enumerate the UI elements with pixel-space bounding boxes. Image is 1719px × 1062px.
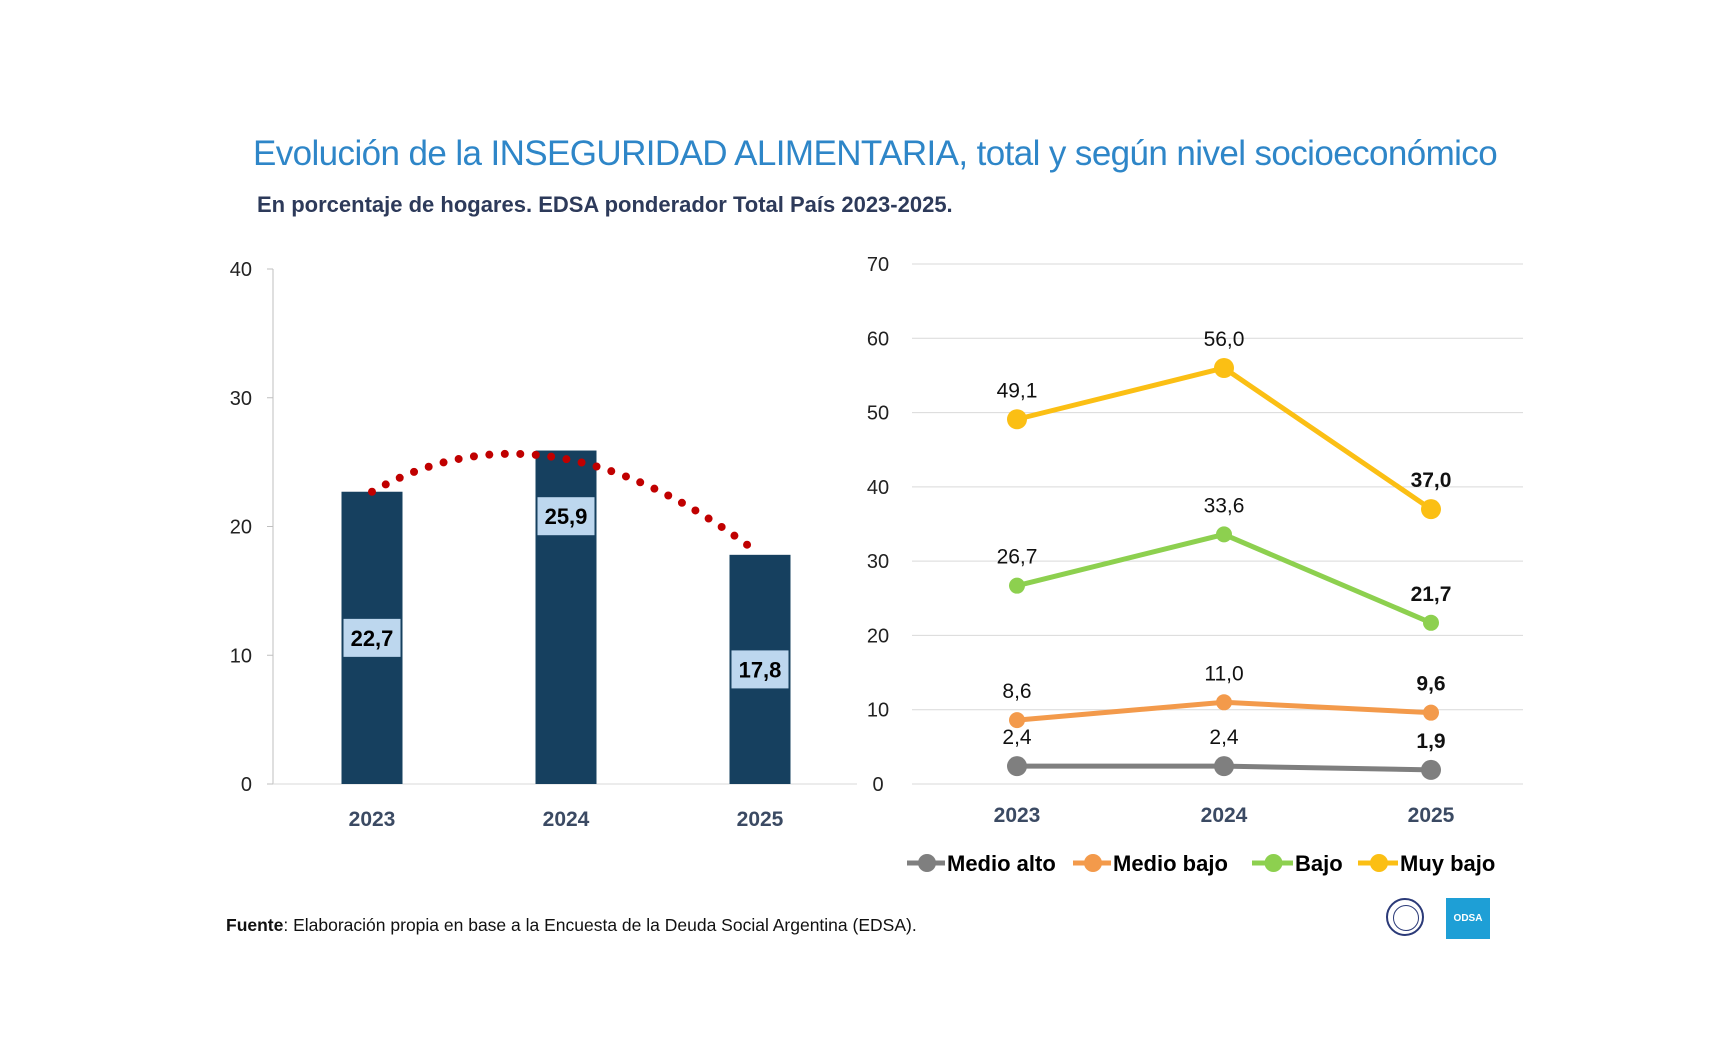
data-label: 21,7: [1411, 583, 1452, 606]
series-line-bajo: [1016, 531, 1432, 626]
source-note: Fuente: Elaboración propia en base a la …: [226, 915, 917, 936]
data-point: [1216, 526, 1232, 543]
legend-marker-icon: [1370, 854, 1388, 872]
trend-dotted-line: [368, 449, 756, 553]
y-tick-label: 10: [230, 645, 252, 667]
data-label: 8,6: [1002, 680, 1031, 703]
x-tick-label: 2025: [1408, 804, 1455, 827]
data-point: [1214, 358, 1234, 378]
data-label-box: [731, 650, 789, 689]
data-point: [1009, 712, 1025, 729]
x-tick-label: 2023: [349, 808, 396, 831]
legend-marker-icon: [918, 854, 936, 872]
data-label: 33,6: [1204, 494, 1245, 517]
chart-title: Evolución de la INSEGURIDAD ALIMENTARIA,…: [253, 134, 1498, 173]
data-label: 37,0: [1411, 469, 1452, 492]
legend-marker-icon: [1264, 854, 1283, 872]
series-line-muy-bajo: [1016, 365, 1433, 512]
data-point: [1007, 409, 1027, 430]
y-tick-label: 10: [867, 700, 889, 722]
data-label: 26,7: [997, 546, 1038, 569]
chart-subtitle: En porcentaje de hogares. EDSA ponderado…: [257, 192, 953, 217]
y-tick-label: 30: [230, 388, 252, 410]
y-tick-label: 20: [867, 625, 889, 647]
y-tick-label: 0: [872, 774, 883, 796]
data-point: [1421, 499, 1441, 520]
data-label-box: [343, 618, 401, 657]
x-tick-label: 2025: [737, 808, 784, 831]
data-point: [1216, 694, 1232, 711]
data-label: 49,1: [997, 379, 1038, 402]
y-tick-label: 70: [867, 254, 889, 276]
source-label: Fuente: [226, 915, 284, 935]
data-label: 22,7: [351, 626, 394, 651]
y-tick-label: 0: [241, 774, 252, 796]
data-point: [1214, 756, 1234, 777]
y-tick-label: 60: [867, 328, 889, 350]
data-label: 56,0: [1204, 328, 1245, 351]
data-point: [1009, 577, 1025, 594]
legend-label: Bajo: [1295, 851, 1343, 876]
data-label: 9,6: [1416, 673, 1445, 696]
x-tick-label: 2024: [1201, 804, 1248, 827]
y-tick-label: 40: [230, 259, 252, 281]
data-label: 2,4: [1002, 726, 1032, 749]
y-tick-label: 50: [867, 403, 889, 425]
y-tick-label: 40: [867, 477, 889, 499]
data-point: [1007, 756, 1027, 777]
data-point: [1423, 704, 1439, 721]
data-label-box: [537, 497, 595, 536]
legend-label: Medio alto: [947, 851, 1056, 876]
data-point: [1421, 759, 1441, 780]
legend-label: Medio bajo: [1113, 851, 1228, 876]
source-text: : Elaboración propia en base a la Encues…: [283, 915, 917, 935]
x-tick-label: 2023: [994, 804, 1041, 827]
data-label: 11,0: [1204, 662, 1243, 685]
legend-marker-icon: [1084, 854, 1102, 872]
data-point: [1423, 614, 1439, 631]
y-tick-label: 20: [230, 517, 252, 539]
legend-label: Muy bajo: [1400, 851, 1495, 876]
data-label: 2,4: [1209, 726, 1239, 749]
university-seal-logo: [1386, 898, 1424, 936]
data-label: 1,9: [1416, 730, 1445, 753]
data-label: 25,9: [545, 504, 588, 529]
y-tick-label: 30: [867, 551, 889, 573]
odsa-logo: ODSA: [1446, 898, 1490, 939]
x-tick-label: 2024: [543, 808, 590, 831]
data-label: 17,8: [739, 657, 782, 682]
